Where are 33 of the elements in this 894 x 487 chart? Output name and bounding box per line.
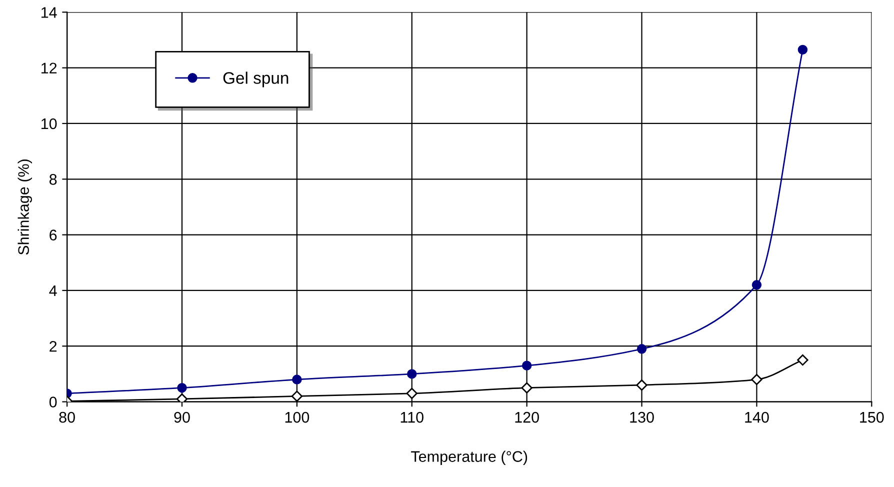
y-tick-label: 12 xyxy=(42,62,57,74)
y-tick-label: 6 xyxy=(50,230,57,240)
y-tick-label: 8 xyxy=(49,174,57,185)
point xyxy=(406,388,418,400)
x-tick-label: 120 xyxy=(515,412,539,423)
point xyxy=(407,369,417,379)
point xyxy=(292,374,302,384)
point xyxy=(798,44,808,55)
y-tick-label: 4 xyxy=(49,285,57,296)
point xyxy=(751,374,762,386)
point xyxy=(522,360,532,370)
y-tick-label: 10 xyxy=(42,118,57,130)
x-tick-label: 80 xyxy=(59,412,75,423)
x-tick-label: 140 xyxy=(745,412,769,423)
legend-label: Gel spun xyxy=(223,72,288,88)
point xyxy=(636,344,647,354)
point xyxy=(176,393,188,402)
point xyxy=(521,382,532,394)
point xyxy=(636,379,648,391)
y-tick-label: 14 xyxy=(42,7,57,18)
y-tick-label: 2 xyxy=(50,340,57,352)
x-tick-label: 90 xyxy=(174,412,190,423)
point xyxy=(797,354,808,366)
x-axis-title: Temperature (°C) xyxy=(411,450,528,465)
point xyxy=(291,390,303,402)
point xyxy=(177,383,187,393)
x-tick-label: 150 xyxy=(860,412,884,423)
x-tick-label: 130 xyxy=(630,412,654,423)
y-tick-label: 0 xyxy=(49,396,57,408)
x-tick-label: 110 xyxy=(400,412,424,423)
point xyxy=(752,280,762,290)
y-axis-title: Shrinkage (%) xyxy=(18,160,32,255)
x-tick-label: 100 xyxy=(285,412,310,423)
